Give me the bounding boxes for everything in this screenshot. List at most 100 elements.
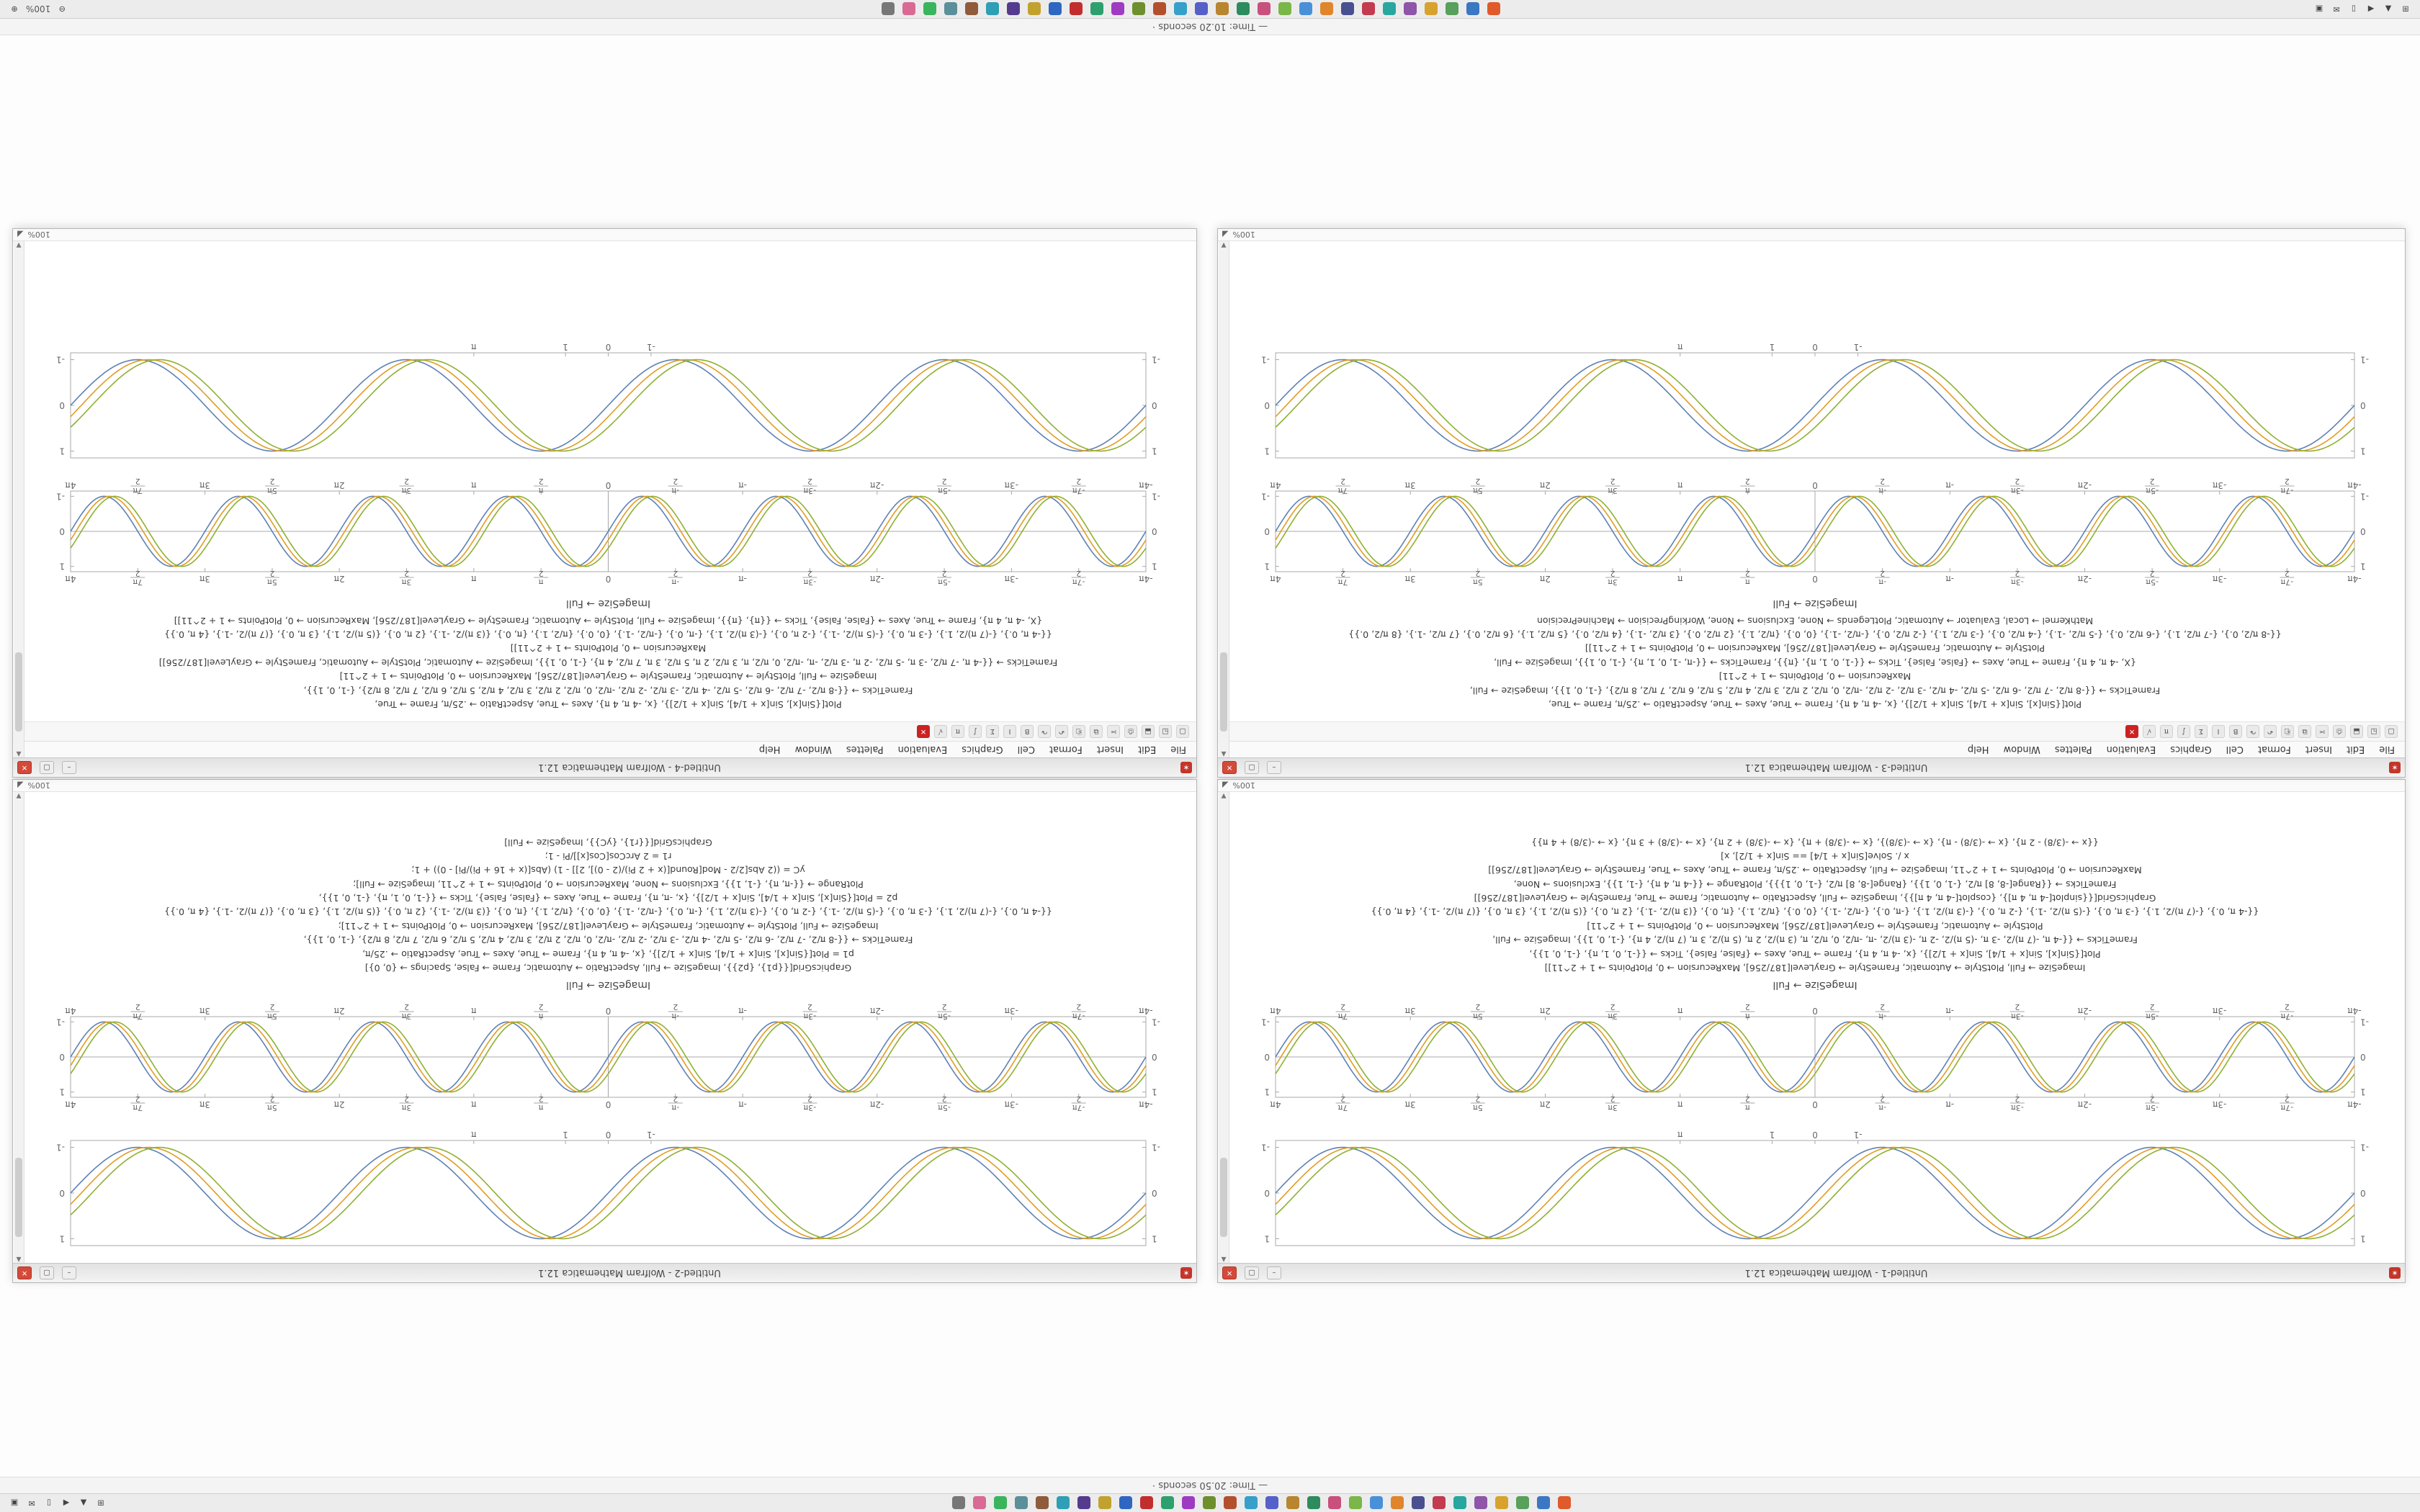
resize-grip-icon[interactable]: ◢ [1222,230,1229,240]
menu-format[interactable]: Format [2257,744,2291,755]
taskbar-app-icon[interactable] [1382,2,1396,16]
menu-help[interactable]: Help [1967,744,1989,755]
menu-window[interactable]: Window [794,744,832,755]
menu-palettes[interactable]: Palettes [846,744,884,755]
input-cell[interactable]: Plot[{Sin[x], Sin[x + 1/4], Sin[x + 1/2]… [33,613,1183,711]
taskbar-app-icon[interactable] [1194,2,1208,16]
abort-evaluation-icon[interactable]: ✕ [2125,725,2138,738]
scroll-up-icon[interactable]: ▲ [16,1256,22,1263]
taskbar-app-icon[interactable] [1215,2,1229,16]
new-notebook-icon[interactable]: ▢ [1176,725,1189,738]
bold-icon[interactable]: B [1021,725,1034,738]
window-titlebar[interactable]: ✶ Untitled-1 - Wolfram Mathematica 12.1 … [1218,1263,2405,1282]
minimize-button[interactable]: – [1267,1266,1281,1279]
magnification-level[interactable]: 100% [1232,780,1255,791]
taskbar-app-icon[interactable] [1245,1496,1258,1510]
redo-icon[interactable]: ↷ [2246,725,2259,738]
taskbar-app-icon[interactable] [1161,1496,1175,1510]
taskbar-app-icon[interactable] [1328,1496,1342,1510]
taskbar-app-icon[interactable] [952,1496,966,1510]
sum-icon[interactable]: Σ [2195,725,2208,738]
taskbar-app-icon[interactable] [881,2,895,16]
taskbar-app-icon[interactable] [1474,1496,1488,1510]
menu-file[interactable]: File [1170,744,1186,755]
window-titlebar[interactable]: ✶ Untitled-3 - Wolfram Mathematica 12.1 … [1218,757,2405,777]
input-cell[interactable]: Plot[{Sin[x], Sin[x + 1/4], Sin[x + 1/2]… [1238,613,2392,711]
scroll-up-icon[interactable]: ▲ [1221,1256,1227,1263]
taskbar-app-icon[interactable] [1069,2,1083,16]
network-icon[interactable]: ▲ [2385,4,2392,14]
resize-grip-icon[interactable]: ◢ [17,230,24,240]
taskbar-app-icon[interactable] [1319,2,1333,16]
mail-icon[interactable]: ✉ [2333,4,2340,14]
scrollbar-thumb[interactable] [1220,652,1227,732]
taskbar-app-icon[interactable] [1119,1496,1133,1510]
scrollbar-thumb[interactable] [15,652,22,732]
taskbar-app-icon[interactable] [1098,1496,1112,1510]
open-icon[interactable]: ◱ [2367,725,2380,738]
clipboard-icon[interactable]: ▣ [2315,4,2323,14]
copy-icon[interactable]: ⧉ [2298,725,2311,738]
input-cell[interactable]: GraphicsGrid[{{p1}, {p2}}, ImageSize → F… [33,835,1183,975]
volume-icon[interactable]: ◀ [2367,4,2375,14]
redo-icon[interactable]: ↷ [1038,725,1051,738]
taskbar-app-icon[interactable] [985,2,999,16]
menu-cell[interactable]: Cell [1017,744,1035,755]
scroll-up-icon[interactable]: ▲ [1221,750,1227,757]
sum-icon[interactable]: Σ [986,725,999,738]
integral-icon[interactable]: ∫ [2177,725,2190,738]
menu-evaluation[interactable]: Evaluation [897,744,948,755]
menu-file[interactable]: File [2379,744,2395,755]
taskbar-app-icon[interactable] [1077,1496,1091,1510]
taskbar-app-icon[interactable] [1173,2,1187,16]
taskbar-app-icon[interactable] [1391,1496,1404,1510]
pi-icon[interactable]: π [951,725,964,738]
taskbar-app-icon[interactable] [1412,1496,1425,1510]
taskbar-app-icon[interactable] [1537,1496,1551,1510]
network-icon[interactable]: ▲ [80,1498,87,1508]
zoom-in-button[interactable]: ⊕ [11,4,18,14]
window-titlebar[interactable]: ✶ Untitled-2 - Wolfram Mathematica 12.1 … [13,1263,1196,1282]
taskbar-app-icon[interactable] [1182,1496,1196,1510]
scrollbar[interactable]: ▲ ▼ [1219,792,1229,1263]
menu-graphics[interactable]: Graphics [2170,744,2212,755]
menu-insert[interactable]: Insert [2305,744,2333,755]
minimize-button[interactable]: – [1267,761,1281,774]
menu-insert[interactable]: Insert [1096,744,1124,755]
taskbar-app-icon[interactable] [1140,1496,1154,1510]
menu-bar[interactable]: File Edit Insert Format Cell Graphics Evaluati… [1218,741,2405,757]
taskbar-app-icon[interactable] [973,1496,987,1510]
sqrt-icon[interactable]: √ [934,725,947,738]
taskbar-app-icon[interactable] [1307,1496,1321,1510]
maximize-button[interactable]: ▢ [40,1266,54,1279]
taskbar-app-icon[interactable] [964,2,978,16]
taskbar-app-icon[interactable] [1403,2,1417,16]
maximize-button[interactable]: ▢ [1245,1266,1259,1279]
scrollbar[interactable]: ▲ ▼ [14,241,24,757]
open-icon[interactable]: ◱ [1159,725,1172,738]
scroll-down-icon[interactable]: ▼ [16,792,22,799]
scrollbar-thumb[interactable] [15,1158,22,1237]
zoom-level[interactable]: 100% [26,4,51,14]
taskbar-app-icon[interactable] [1487,2,1500,16]
clipboard-icon[interactable]: ▣ [10,1498,19,1508]
taskbar-app-icon[interactable] [1111,2,1124,16]
taskbar-app-icon[interactable] [1027,2,1041,16]
taskbar-app-icon[interactable] [1036,1496,1049,1510]
notebook-window-lower-left[interactable]: ✶ Untitled-3 - Wolfram Mathematica 12.1 … [1217,228,2406,778]
taskbar-app-icon[interactable] [1057,1496,1070,1510]
close-button[interactable]: ✕ [17,1266,32,1279]
magnification-level[interactable]: 100% [27,230,50,240]
bold-icon[interactable]: B [2229,725,2242,738]
menu-edit[interactable]: Edit [1138,744,1157,755]
italic-icon[interactable]: I [2212,725,2225,738]
toolbar[interactable]: ▢ ◱ ⬓ ⎙ ✂ ⧉ ⎗ ↶ ↷ B I Σ ∫ π √ ✕ [1218,721,2405,741]
taskbar-app-icon[interactable] [1278,2,1291,16]
taskbar-app-icon[interactable] [1236,2,1250,16]
taskbar-app-icon[interactable] [1516,1496,1530,1510]
print-icon[interactable]: ⎙ [1124,725,1137,738]
battery-icon[interactable]: ▯ [46,1498,52,1508]
taskbar-app-icon[interactable] [1370,1496,1384,1510]
scrollbar[interactable]: ▲ ▼ [1219,241,1229,757]
battery-icon[interactable]: ▯ [2351,4,2357,14]
